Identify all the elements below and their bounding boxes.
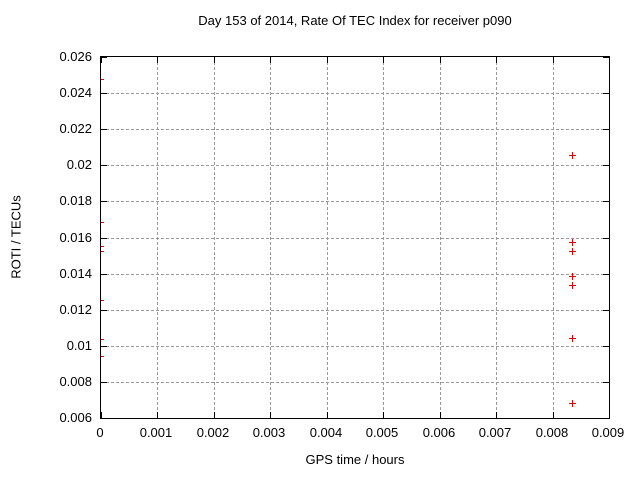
plot-area (100, 56, 610, 419)
x-tick-mirror (157, 57, 158, 63)
data-point-marker (569, 248, 576, 255)
x-tick (496, 412, 497, 418)
y-tick-label: 0.018 (59, 193, 92, 208)
x-gridline (440, 57, 441, 418)
y-tick-label: 0.024 (59, 85, 92, 100)
data-point-marker (569, 282, 576, 289)
x-tick-label: 0.009 (591, 425, 625, 440)
y-tick-label: 0.022 (59, 121, 92, 136)
x-gridline (270, 57, 271, 418)
y-tick (101, 310, 107, 311)
x-axis-label: GPS time / hours (305, 452, 405, 467)
data-point-marker (101, 353, 104, 360)
y-tick (101, 93, 107, 94)
y-gridline (101, 346, 609, 347)
y-tick-label: 0.02 (66, 157, 92, 172)
y-tick (101, 165, 107, 166)
y-tick-label: 0.006 (59, 410, 92, 425)
y-tick-mirror (603, 310, 609, 311)
y-gridline (101, 129, 609, 130)
y-tick-mirror (603, 129, 609, 130)
data-point-marker (101, 243, 104, 250)
data-point-marker (101, 297, 104, 304)
y-tick (101, 129, 107, 130)
data-point-marker (569, 152, 576, 159)
x-tick-mirror (496, 57, 497, 63)
x-tick-mirror (609, 57, 610, 63)
x-gridline (496, 57, 497, 418)
x-tick (440, 412, 441, 418)
x-tick-label: 0.007 (478, 425, 512, 440)
x-tick-mirror (383, 57, 384, 63)
y-tick-mirror (603, 93, 609, 94)
x-gridline (553, 57, 554, 418)
x-tick-label: 0.002 (196, 425, 230, 440)
x-tick-label: 0.008 (535, 425, 569, 440)
data-point-marker (101, 248, 104, 255)
x-tick-label: 0 (96, 425, 104, 440)
y-tick (101, 201, 107, 202)
y-tick-mirror (603, 201, 609, 202)
x-gridline (214, 57, 215, 418)
data-point-marker (101, 219, 104, 226)
y-tick-label: 0.01 (66, 338, 92, 353)
x-tick (553, 412, 554, 418)
x-tick-mirror (270, 57, 271, 63)
y-tick-mirror (603, 274, 609, 275)
y-gridline (101, 310, 609, 311)
y-gridline (101, 274, 609, 275)
x-tick-mirror (101, 57, 102, 63)
y-gridline (101, 165, 609, 166)
x-tick (270, 412, 271, 418)
y-gridline (101, 93, 609, 94)
y-tick-label: 0.012 (59, 302, 92, 317)
x-tick-label: 0.004 (309, 425, 343, 440)
y-tick (101, 346, 107, 347)
x-tick (101, 412, 102, 418)
y-gridline (101, 238, 609, 239)
x-tick-label: 0.003 (252, 425, 286, 440)
x-tick-mirror (440, 57, 441, 63)
x-tick (157, 412, 158, 418)
x-tick-label: 0.006 (422, 425, 456, 440)
y-tick-mirror (603, 238, 609, 239)
y-tick (101, 418, 107, 419)
x-tick-label: 0.005 (365, 425, 399, 440)
x-tick-mirror (553, 57, 554, 63)
x-tick (383, 412, 384, 418)
y-tick-label: 0.014 (59, 266, 92, 281)
y-tick-mirror (603, 346, 609, 347)
x-tick-label: 0.001 (139, 425, 173, 440)
y-gridline (101, 382, 609, 383)
y-tick (101, 57, 107, 58)
data-point-marker (569, 335, 576, 342)
y-tick-label: 0.008 (59, 374, 92, 389)
data-point-marker (101, 76, 104, 83)
y-tick-label: 0.026 (59, 49, 92, 64)
y-tick (101, 274, 107, 275)
data-point-marker (569, 400, 576, 407)
y-tick-mirror (603, 165, 609, 166)
y-tick-label: 0.016 (59, 230, 92, 245)
x-tick (609, 412, 610, 418)
chart-title: Day 153 of 2014, Rate Of TEC Index for r… (198, 13, 512, 28)
x-gridline (383, 57, 384, 418)
x-tick (327, 412, 328, 418)
y-tick (101, 382, 107, 383)
x-tick-mirror (327, 57, 328, 63)
data-point-marker (569, 239, 576, 246)
x-tick (214, 412, 215, 418)
y-tick-mirror (603, 418, 609, 419)
y-tick-mirror (603, 382, 609, 383)
x-gridline (327, 57, 328, 418)
y-gridline (101, 201, 609, 202)
data-point-marker (101, 336, 104, 343)
y-tick (101, 238, 107, 239)
x-gridline (157, 57, 158, 418)
y-tick-mirror (603, 57, 609, 58)
data-point-marker (569, 273, 576, 280)
x-tick-mirror (214, 57, 215, 63)
